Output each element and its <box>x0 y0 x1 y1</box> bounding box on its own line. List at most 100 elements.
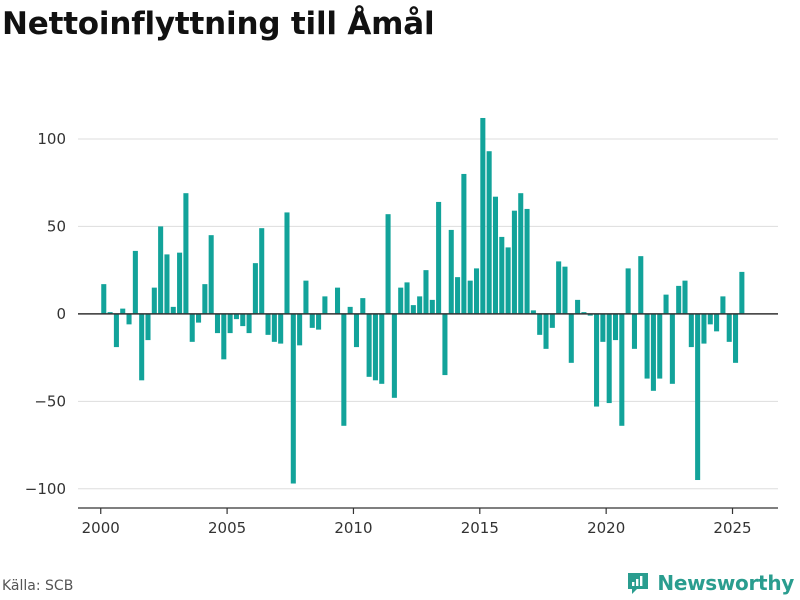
y-tick-labels: −100 −50 0 50 100 <box>25 130 66 498</box>
bar <box>252 263 258 314</box>
bar <box>170 306 176 314</box>
bar <box>113 313 119 348</box>
bar <box>309 313 315 328</box>
x-tick-label: 2010 <box>334 519 372 537</box>
bar <box>410 305 416 314</box>
bar <box>297 313 303 346</box>
bar <box>650 313 656 391</box>
bar <box>549 313 555 328</box>
bar <box>492 196 498 314</box>
bar <box>707 313 713 325</box>
bar <box>644 313 650 379</box>
bar <box>126 313 132 325</box>
bar <box>562 266 568 314</box>
bar <box>676 285 682 314</box>
bar <box>511 210 517 314</box>
bar <box>353 313 360 348</box>
bar <box>423 270 429 314</box>
bar <box>631 313 637 349</box>
bar <box>714 313 720 332</box>
y-tick-label: 0 <box>56 305 66 323</box>
bar <box>164 254 170 314</box>
bar <box>151 287 157 314</box>
brand-logo: Newsworthy <box>625 570 794 596</box>
y-tick-label: 100 <box>37 130 66 148</box>
bar <box>720 296 726 314</box>
bar <box>467 280 473 314</box>
bar <box>625 268 631 314</box>
bar <box>663 294 669 314</box>
bar <box>612 313 619 341</box>
bar <box>208 235 214 314</box>
bar <box>316 313 322 330</box>
bar <box>499 236 505 314</box>
grid-lines <box>78 138 778 490</box>
bar <box>120 308 126 314</box>
bar <box>322 296 328 314</box>
newsworthy-logo-icon <box>628 573 649 594</box>
bar <box>556 261 562 314</box>
bar <box>726 313 732 342</box>
x-tick-label: 2020 <box>587 519 625 537</box>
bar <box>537 313 543 335</box>
bar <box>158 226 164 314</box>
bar <box>398 287 404 314</box>
bar <box>543 313 549 349</box>
bar <box>638 256 644 314</box>
bar <box>739 271 745 314</box>
bar <box>568 313 574 363</box>
bar <box>132 250 138 314</box>
y-tick-label: −50 <box>34 392 66 410</box>
bar <box>524 208 530 314</box>
x-tick-label: 2015 <box>461 519 499 537</box>
bar <box>619 313 625 426</box>
x-tick-label: 2000 <box>82 519 120 537</box>
source-label: Källa: SCB <box>2 578 74 594</box>
bar <box>530 310 536 314</box>
bar <box>733 313 739 363</box>
bar <box>429 299 435 314</box>
bar <box>360 298 366 314</box>
bar <box>669 313 675 384</box>
bar <box>271 313 277 342</box>
bars <box>101 117 745 484</box>
bar <box>587 313 593 316</box>
bar <box>594 313 600 407</box>
bar <box>385 214 391 314</box>
chart-title: Nettoinflyttning till Åmål <box>2 6 435 42</box>
bar <box>177 252 183 314</box>
bar <box>107 312 113 314</box>
bar <box>436 201 442 314</box>
bar <box>391 313 397 398</box>
bar <box>221 313 227 360</box>
bar <box>518 193 524 314</box>
bar <box>575 299 581 314</box>
bar <box>404 282 410 314</box>
bar <box>214 313 221 334</box>
bar <box>303 280 309 314</box>
bar <box>183 193 189 314</box>
bar <box>486 151 492 314</box>
bar <box>335 287 341 314</box>
x-axis: 2000 2005 2010 2015 2020 2025 <box>78 507 778 537</box>
y-tick-label: 50 <box>47 217 66 235</box>
bar <box>379 313 385 384</box>
y-tick-label: −100 <box>25 480 66 498</box>
bar <box>695 313 701 481</box>
bar <box>505 247 511 314</box>
bar <box>688 313 694 348</box>
bar <box>139 313 145 381</box>
bar <box>372 313 378 381</box>
bar <box>600 313 606 342</box>
bar <box>366 313 372 377</box>
bar <box>417 296 423 314</box>
bar <box>455 277 461 314</box>
bar <box>145 313 151 341</box>
bar <box>202 284 208 314</box>
bar <box>259 228 265 314</box>
bar <box>233 313 239 320</box>
bar <box>682 280 688 314</box>
bar <box>473 268 480 314</box>
bar <box>240 313 246 327</box>
x-tick-label: 2025 <box>713 519 751 537</box>
